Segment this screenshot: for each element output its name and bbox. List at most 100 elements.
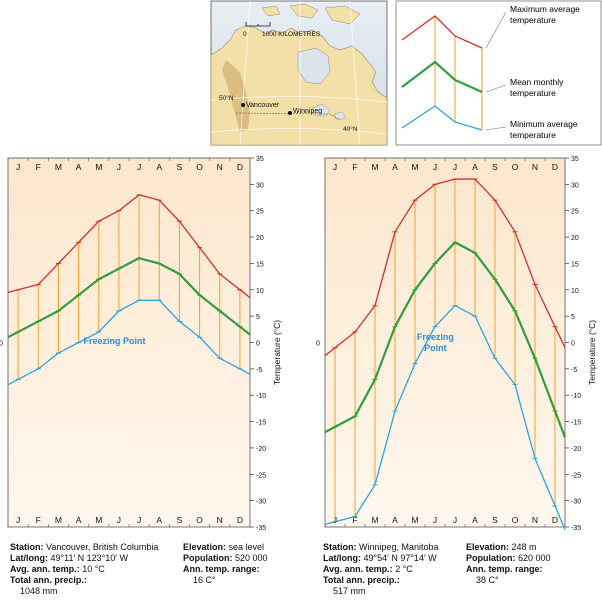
y-tick-label: 5 [256,314,260,321]
month-label-bottom: A [472,515,478,525]
month-label-top: N [217,162,223,172]
y-tick-label: 20 [256,235,264,242]
y-tick-label: 0 [571,341,575,348]
winnipeg-marker [288,111,292,115]
max-series-line [324,178,566,357]
arctic-islands [261,3,361,25]
location-map: 0 1000 KILOMETRES 50°N 40°N Vancouver Wi… [210,0,388,146]
avg-temp: 10 °C [82,564,105,574]
month-label-top: M [95,162,102,172]
y-tick-label: 10 [571,288,579,295]
temp-range: 38 C° [476,575,499,585]
month-label-top: O [196,162,203,172]
month-label-bottom: N [532,515,538,525]
zero-label: 0 [0,341,3,348]
lat-long: 49°54′ N 97°14′ W [363,553,437,563]
month-label-top: S [492,162,498,172]
lat-label-50: 50°N [219,94,234,102]
y-tick-label: -5 [571,367,577,374]
month-label-bottom: J [137,515,141,525]
lat-label-40: 40°N [343,125,358,133]
month-label-bottom: D [237,515,243,525]
zero-label: 0 [316,341,320,348]
scale-bar [245,22,271,27]
y-tick-label: -10 [571,393,581,400]
y-axis-label: Temperature (°C) [587,320,597,385]
legend-min-line2: temperature [510,130,556,140]
mean-series-line [324,241,567,438]
legend-mean-leader [485,84,507,93]
month-label-bottom: S [177,515,183,525]
month-label-top: M [371,162,378,172]
winnipeg-climograph: 35 30 25 20 15 10 5 0 -5 -10 -15 -20 -25 -30 -35 Temper… [316,156,597,532]
month-label-top: A [156,162,162,172]
month-label-bottom: J [16,515,20,525]
y-tick-label: -35 [256,525,266,532]
y-tick-label: -20 [256,446,266,453]
mountain-shading [222,60,250,132]
y-tick-label: -30 [256,499,266,506]
month-label-top: J [137,162,141,172]
great-lakes [311,103,347,121]
y-tick-label: 25 [256,209,264,216]
y-tick-label: -30 [571,499,581,506]
max-series-line [7,194,251,299]
elevation: sea level [228,542,265,552]
y-tick-label: 30 [256,182,264,189]
month-label-top: J [117,162,121,172]
month-label-top: M [55,162,62,172]
month-label-bottom: M [55,515,62,525]
y-tick-label: 10 [256,288,264,295]
month-label-bottom: O [196,515,203,525]
y-tick-label: 30 [571,182,579,189]
graticule [210,0,388,146]
vancouver-label: Vancouver [246,102,280,109]
legend-min-line [401,105,483,131]
legend-max-line [401,15,483,49]
y-tick-label: 20 [571,235,579,242]
mean-series-line [7,257,251,339]
avg-temp: 2 °C [395,564,413,574]
y-tick-label: -15 [571,420,581,427]
month-label-bottom: A [392,515,398,525]
winnipeg-info-left: Station: Winnipeg, Manitoba Lat/long: 49… [323,542,439,596]
month-label-bottom: O [512,515,519,525]
month-label-top: S [177,162,183,172]
min-series-line [324,304,566,530]
legend-mean-line1: Mean monthly [510,77,564,87]
month-label-bottom: M [371,515,378,525]
plot-area [324,157,566,528]
vancouver-info-right: Elevation: sea level Population: 520 000… [183,542,268,585]
y-tick-label: -15 [256,420,266,427]
legend: Maximum average temperature Mean monthly… [395,0,602,146]
plot-area [7,157,251,528]
month-label-top: A [392,162,398,172]
month-label-bottom: N [217,515,223,525]
y-tick-label: -10 [256,393,266,400]
month-label-top: O [512,162,519,172]
total-precip: 517 mm [333,586,366,596]
station-name: Vancouver, British Columbia [46,542,159,552]
month-label-bottom: J [117,515,121,525]
y-tick-label: 5 [571,314,575,321]
month-label-top: J [453,162,457,172]
month-label-top: J [333,162,337,172]
month-label-bottom: F [352,515,357,525]
canada-us-border [235,112,341,121]
winnipeg-label: Winnipeg [293,108,322,115]
y-tick-label: -35 [571,525,581,532]
min-series-line [7,299,251,386]
vancouver-marker [241,103,245,107]
vancouver-info-left: Station: Vancouver, British Columbia Lat… [10,542,159,596]
month-label-top: A [472,162,478,172]
freezing-point-label: Freezing Point [83,336,145,346]
legend-max-leader [485,11,507,49]
legend-mean-line [401,60,483,94]
scale-label: 1000 KILOMETRES [262,31,321,38]
y-tick-label: -25 [571,472,581,479]
y-tick-label: 35 [571,156,579,163]
station-name: Winnipeg, Manitoba [359,542,439,552]
y-axis-label: Temperature (°C) [272,320,282,385]
winnipeg-info-right: Elevation: 248 m Population: 620 000 Ann… [466,542,551,585]
legend-max-line2: temperature [510,15,556,25]
